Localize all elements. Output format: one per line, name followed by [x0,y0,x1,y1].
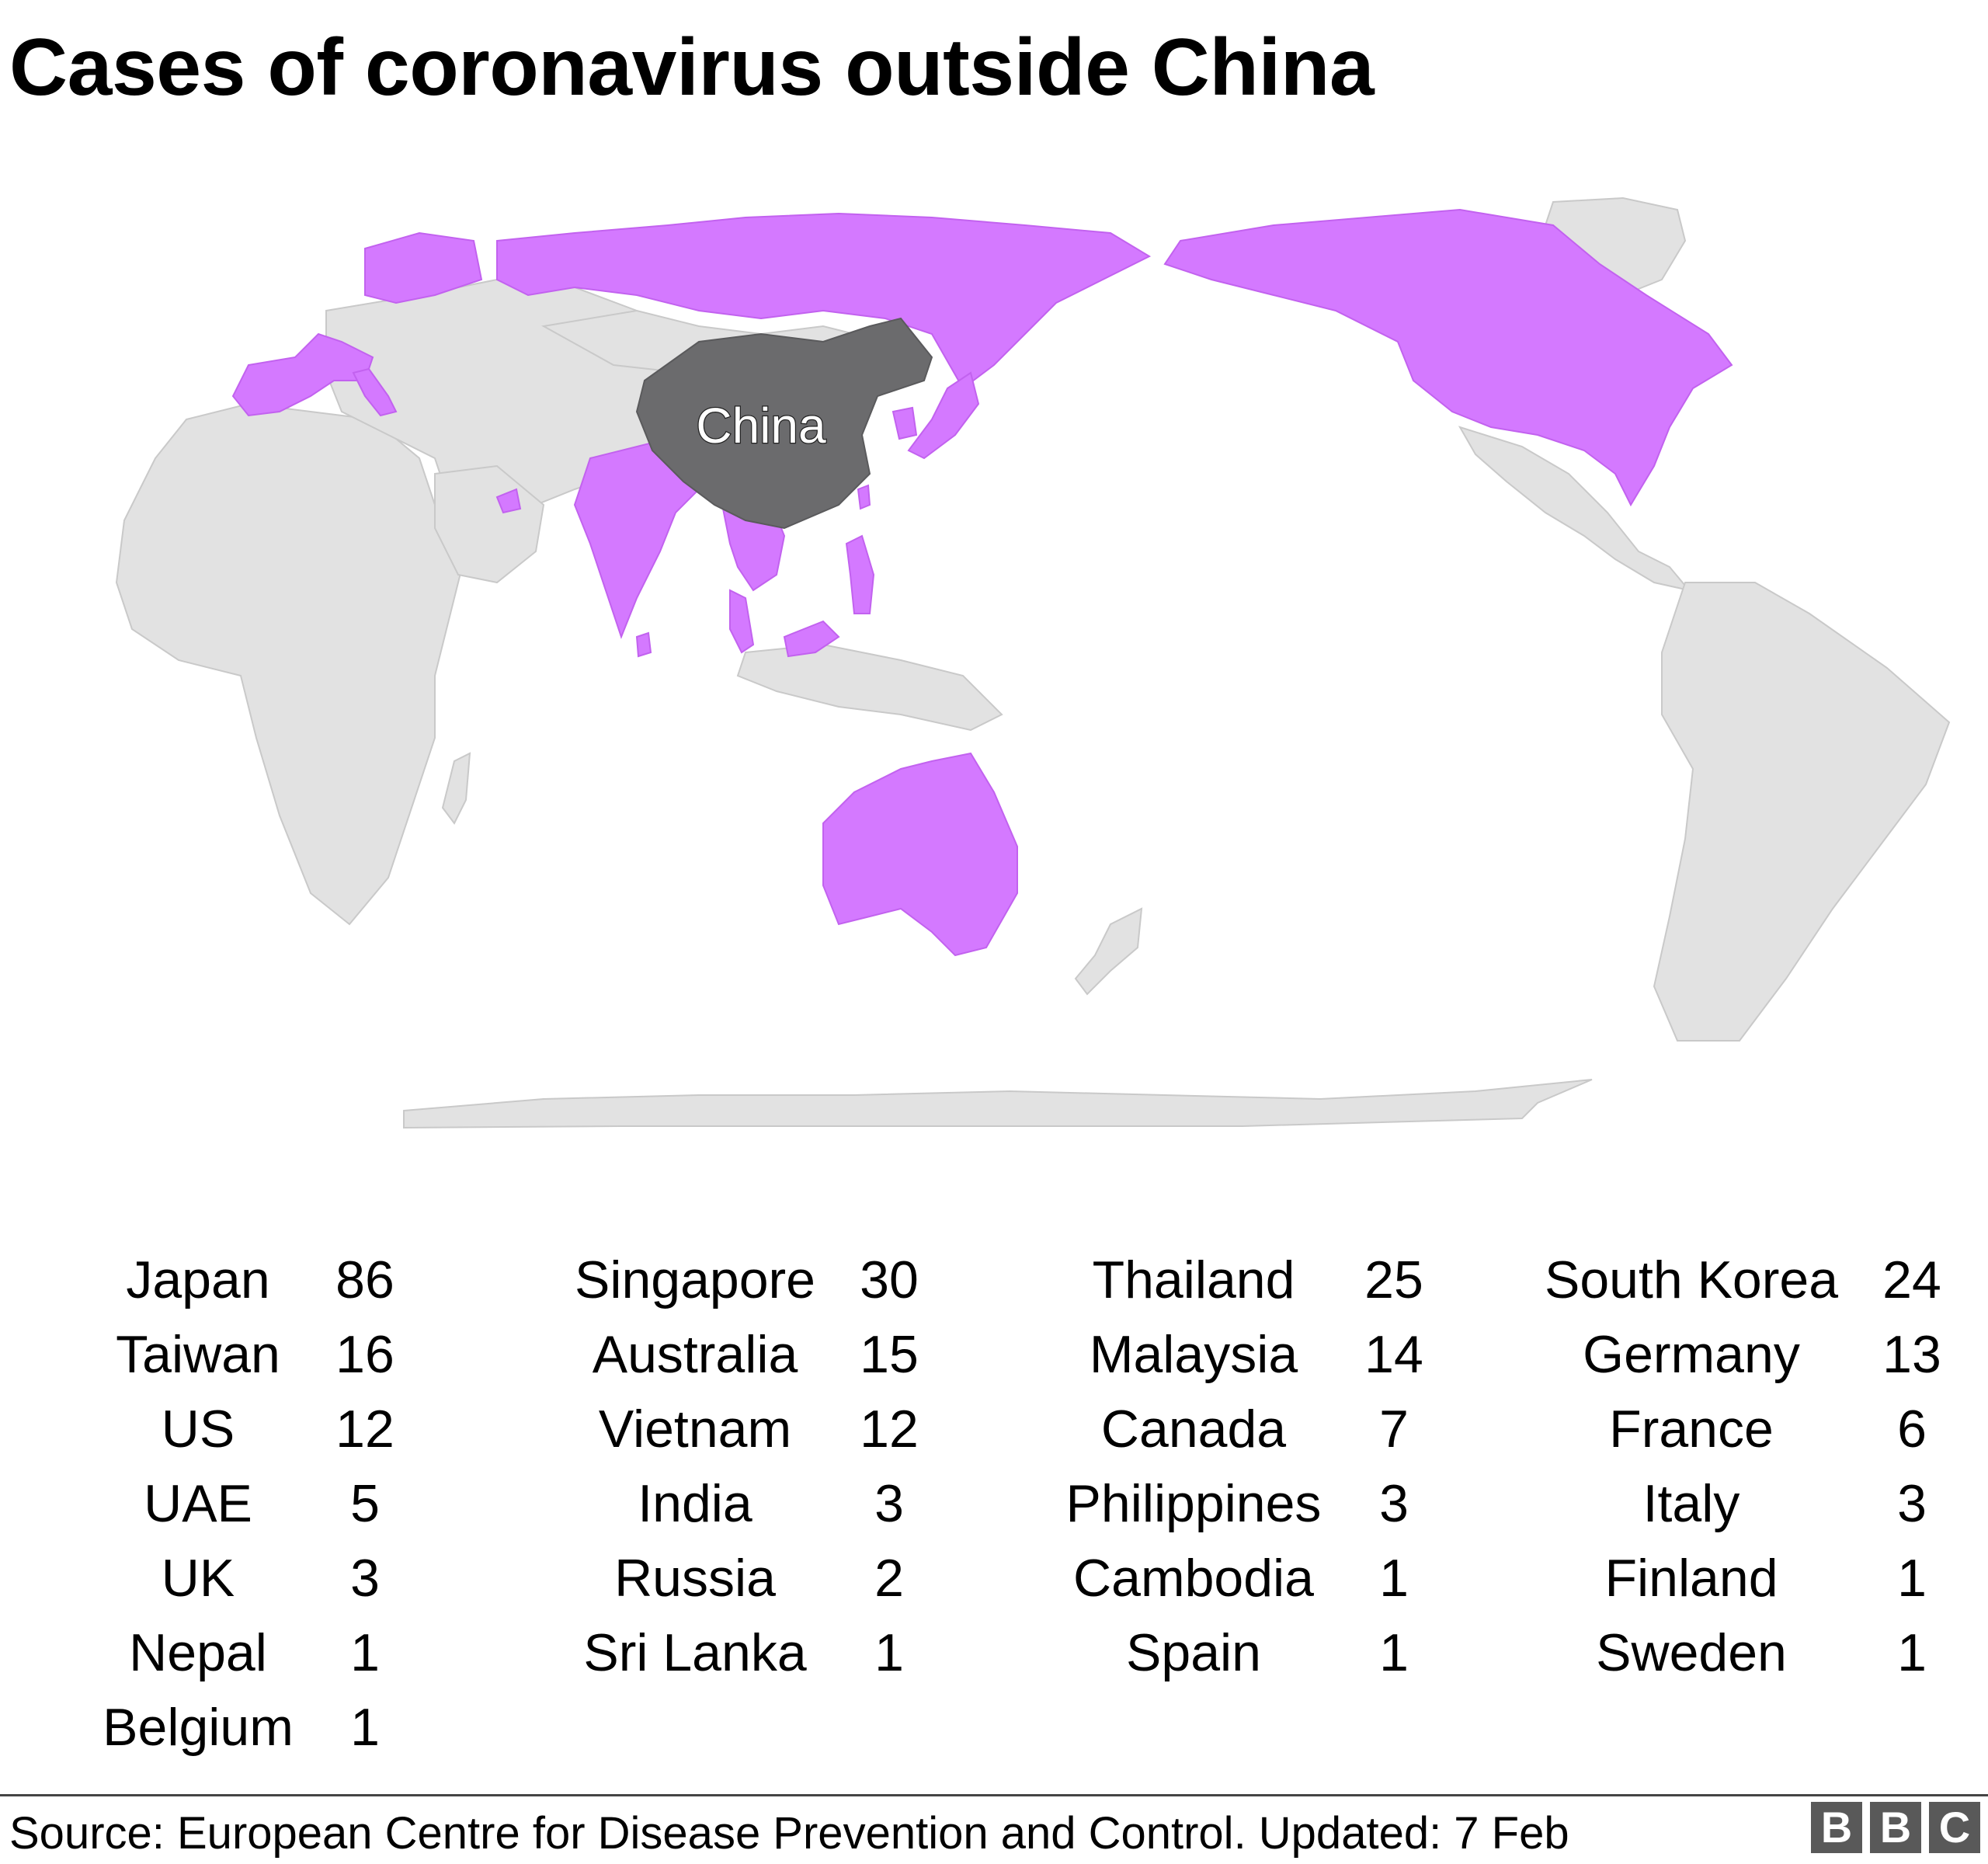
bbc-logo: B B C [1811,1802,1980,1853]
map-russia [496,212,1152,390]
case-count: 3 [874,1474,904,1533]
map-china-label: China [696,398,826,454]
case-count: 14 [1364,1325,1423,1384]
country-name: Italy [1642,1474,1740,1533]
country-name: Russia [614,1549,776,1608]
map-uae [495,488,522,514]
case-count: 1 [1897,1549,1927,1608]
map-sri-lanka [635,631,652,658]
map-north-america [1163,208,1733,507]
case-count: 2 [874,1549,904,1608]
case-count: 3 [1379,1474,1409,1533]
case-count: 12 [860,1400,919,1459]
map-taiwan [857,484,871,510]
cases-table: Japan 86 Taiwan 16 US 12 UAE 5 UK 3 Nepa… [0,1243,1988,1779]
case-count: 30 [860,1250,919,1309]
country-name: Philippines [1065,1474,1322,1533]
map-western-europe [231,332,374,417]
map-central-america [1458,426,1691,592]
country-name: Malaysia [1089,1325,1298,1384]
map-japan [907,371,980,460]
country-name: US [161,1400,235,1459]
case-count: 15 [860,1325,919,1384]
case-count: 1 [350,1698,380,1757]
map-africa [115,402,467,926]
case-count: 5 [350,1474,380,1533]
bbc-logo-letter: B [1811,1802,1862,1853]
case-count: 1 [1379,1623,1409,1682]
case-count: 24 [1882,1250,1941,1309]
map-south-korea [891,406,918,440]
bbc-logo-letter: B [1870,1802,1921,1853]
map-nordics [364,231,483,304]
country-name: Nepal [129,1623,267,1682]
case-count: 1 [1379,1549,1409,1608]
country-name: Japan [126,1250,270,1309]
case-count: 13 [1882,1325,1941,1384]
world-map: China [115,196,1951,1129]
country-name: Spain [1126,1623,1261,1682]
country-name: Cambodia [1073,1549,1314,1608]
case-count: 1 [350,1623,380,1682]
country-name: Belgium [103,1698,294,1757]
case-count: 1 [1897,1623,1927,1682]
country-name: Canada [1100,1400,1287,1459]
case-count: 3 [350,1549,380,1608]
country-name: Germany [1583,1325,1800,1384]
bbc-logo-letter: C [1929,1802,1980,1853]
country-name: Vietnam [598,1400,792,1459]
country-name: France [1609,1400,1774,1459]
case-count: 16 [335,1325,394,1384]
map-malaysia [729,589,755,654]
chart-title: Cases of coronavirus outside China [9,23,1375,113]
country-name: South Korea [1544,1250,1839,1309]
map-maritime-se-asia [736,643,1003,732]
country-name: Sri Lanka [583,1623,807,1682]
country-name: UK [161,1549,235,1608]
map-italy [352,367,398,417]
map-madagascar [441,752,471,825]
case-count: 12 [335,1400,394,1459]
country-name: Thailand [1092,1250,1295,1309]
map-australia [822,752,1018,957]
case-count: 7 [1379,1400,1409,1459]
map-malaysia-borneo [783,620,840,658]
map-philippines [845,534,875,614]
case-count: 1 [874,1623,904,1682]
country-name: UAE [144,1474,252,1533]
country-name: Taiwan [116,1325,280,1384]
case-count: 6 [1897,1400,1927,1459]
case-count: 86 [335,1250,394,1309]
case-count: 3 [1897,1474,1927,1533]
country-name: Singapore [574,1250,816,1309]
country-name: Sweden [1596,1623,1787,1682]
source-note: Source: European Centre for Disease Prev… [9,1808,1569,1859]
country-name: Australia [592,1325,798,1384]
case-count: 25 [1364,1250,1423,1309]
country-name: India [638,1474,752,1533]
map-china [635,317,933,530]
map-antarctica [403,1079,1593,1129]
footer-divider [0,1794,1988,1796]
map-new-zealand [1074,907,1143,996]
country-name: Finland [1604,1549,1778,1608]
map-south-america [1653,582,1951,1042]
